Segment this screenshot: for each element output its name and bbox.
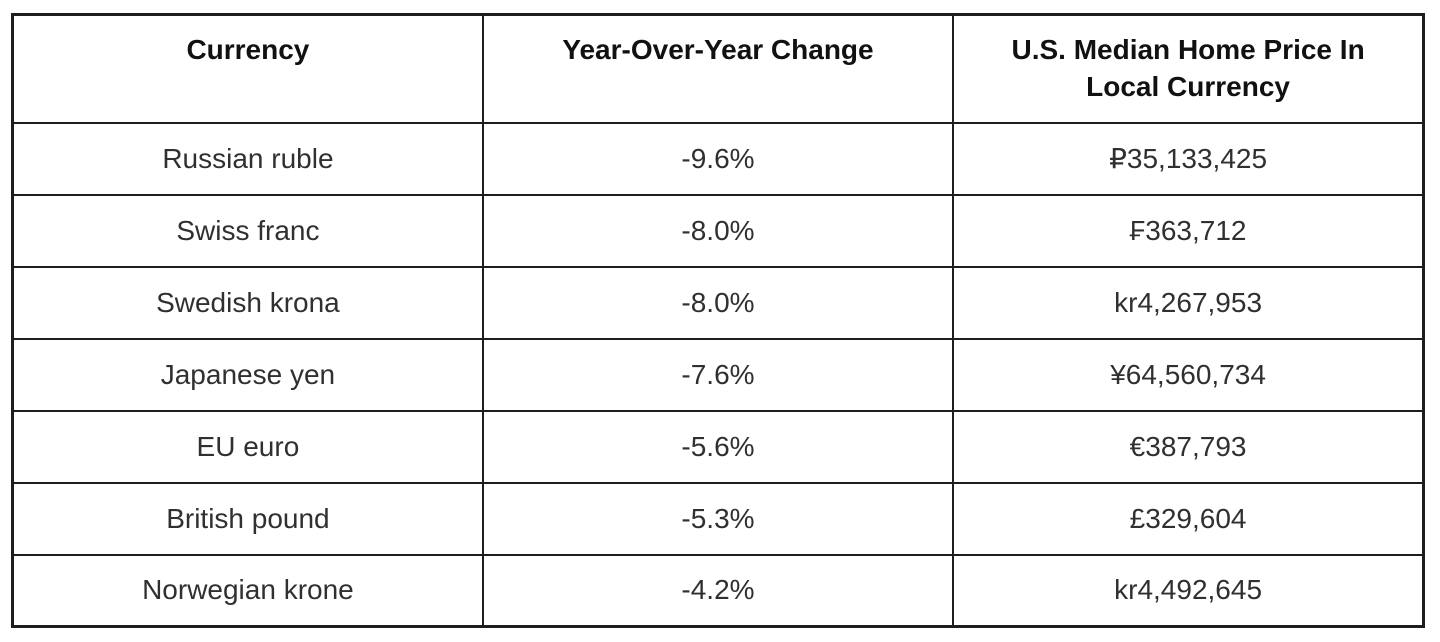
currency-cell: Russian ruble (11, 121, 484, 196)
table-row: Japanese yen -7.6% ¥64,560,734 (11, 337, 1425, 412)
currency-cell: British pound (11, 481, 484, 556)
table-row: British pound -5.3% £329,604 (11, 481, 1425, 556)
yoy-change-cell: -8.0% (481, 265, 955, 340)
currency-cell: Swiss franc (11, 193, 484, 268)
yoy-change-cell: -5.6% (481, 409, 955, 484)
yoy-change-cell: -9.6% (481, 121, 955, 196)
yoy-change-cell: -8.0% (481, 193, 955, 268)
price-cell: ₽35,133,425 (952, 121, 1425, 196)
yoy-change-cell: -7.6% (481, 337, 955, 412)
currency-cell: EU euro (11, 409, 484, 484)
price-cell: €387,793 (952, 409, 1425, 484)
col-header-currency: Currency (11, 13, 484, 124)
currency-home-price-table: Currency Year-Over-Year Change U.S. Medi… (11, 13, 1425, 628)
header-row: Currency Year-Over-Year Change U.S. Medi… (11, 13, 1425, 124)
price-cell: kr4,267,953 (952, 265, 1425, 340)
col-header-yoy-change: Year-Over-Year Change (481, 13, 955, 124)
table-row: Swedish krona -8.0% kr4,267,953 (11, 265, 1425, 340)
table-body: Russian ruble -9.6% ₽35,133,425 Swiss fr… (11, 121, 1425, 628)
currency-cell: Swedish krona (11, 265, 484, 340)
currency-cell: Norwegian krone (11, 553, 484, 628)
table-row: EU euro -5.6% €387,793 (11, 409, 1425, 484)
table-row: Norwegian krone -4.2% kr4,492,645 (11, 553, 1425, 628)
table-row: Russian ruble -9.6% ₽35,133,425 (11, 121, 1425, 196)
col-header-price-local-currency: U.S. Median Home Price In Local Currency (952, 13, 1425, 124)
price-cell: ₣363,712 (952, 193, 1425, 268)
table-row: Swiss franc -8.0% ₣363,712 (11, 193, 1425, 268)
price-cell: kr4,492,645 (952, 553, 1425, 628)
yoy-change-cell: -4.2% (481, 553, 955, 628)
price-cell: £329,604 (952, 481, 1425, 556)
yoy-change-cell: -5.3% (481, 481, 955, 556)
price-cell: ¥64,560,734 (952, 337, 1425, 412)
currency-cell: Japanese yen (11, 337, 484, 412)
